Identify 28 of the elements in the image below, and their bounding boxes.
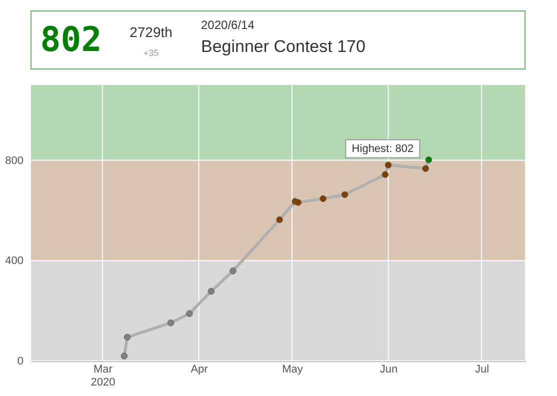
point [186, 310, 193, 317]
annotation: Highest: 802 [352, 142, 414, 155]
point [208, 288, 215, 295]
point [425, 156, 432, 164]
point [320, 195, 326, 202]
point [124, 334, 131, 341]
y-tick-label: 400 [5, 255, 24, 268]
text: +35 [143, 48, 159, 58]
point [422, 165, 429, 172]
x-tick-label: Jul [474, 364, 490, 376]
x-tick-label: May [282, 364, 304, 376]
y-tick-label: 800 [5, 154, 24, 167]
point [120, 352, 128, 360]
point [230, 268, 236, 274]
text: 2729th [130, 24, 172, 40]
x-tick-label: Apr [190, 364, 208, 376]
y-tick-label: 0 [17, 356, 24, 368]
chart-subtitle: 2020/6/14 [201, 18, 255, 32]
point [294, 199, 302, 206]
chart-title: Beginner Contest 170 [201, 37, 366, 56]
point [384, 162, 392, 168]
x-tick-label: Jun [380, 364, 398, 376]
point [167, 319, 174, 326]
point [382, 171, 389, 178]
x-tick-label: Mar 2020 [90, 364, 116, 388]
text: 802 [40, 20, 102, 60]
point [276, 216, 283, 224]
point [341, 191, 348, 198]
